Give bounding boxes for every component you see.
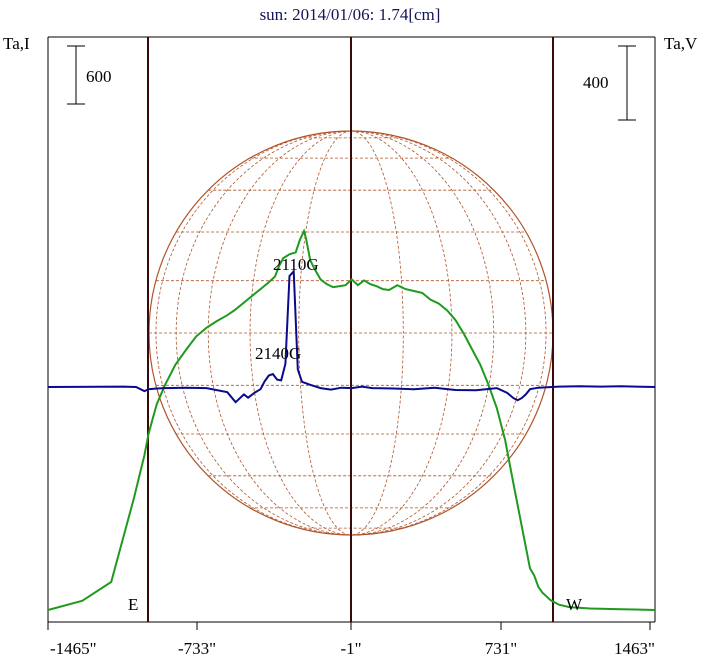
west-limb-label: W — [566, 595, 583, 614]
east-limb-label: E — [128, 595, 138, 614]
x-ticks: -1465" -733" -1" 731" 1463" — [47, 622, 655, 658]
right-scale-bar — [618, 45, 636, 121]
chart-title: sun: 2014/01/06: 1.74[cm] — [260, 5, 441, 24]
left-scale-bar-label: 600 — [86, 67, 112, 86]
right-scale-bar-label: 400 — [583, 73, 609, 92]
left-axis-label: Ta,I — [3, 34, 30, 53]
annotation-2140g: 2140G — [255, 344, 301, 363]
meridian-line — [350, 130, 495, 536]
left-scale-bar — [67, 45, 85, 105]
meridian-line — [298, 130, 352, 536]
right-axis-label: Ta,V — [664, 34, 698, 53]
x-tick-label: -1" — [340, 639, 361, 658]
x-tick-label: -733" — [178, 639, 216, 658]
stokes-v-line — [47, 268, 656, 404]
stokes-i-line — [47, 228, 656, 611]
x-tick-label: -1465" — [50, 639, 97, 658]
x-tick-label: 1463" — [614, 639, 655, 658]
meridian-line — [207, 130, 352, 536]
x-tick-label: 731" — [485, 639, 517, 658]
annotation-2110g: 2110G — [273, 255, 319, 274]
meridian-line — [350, 130, 404, 536]
